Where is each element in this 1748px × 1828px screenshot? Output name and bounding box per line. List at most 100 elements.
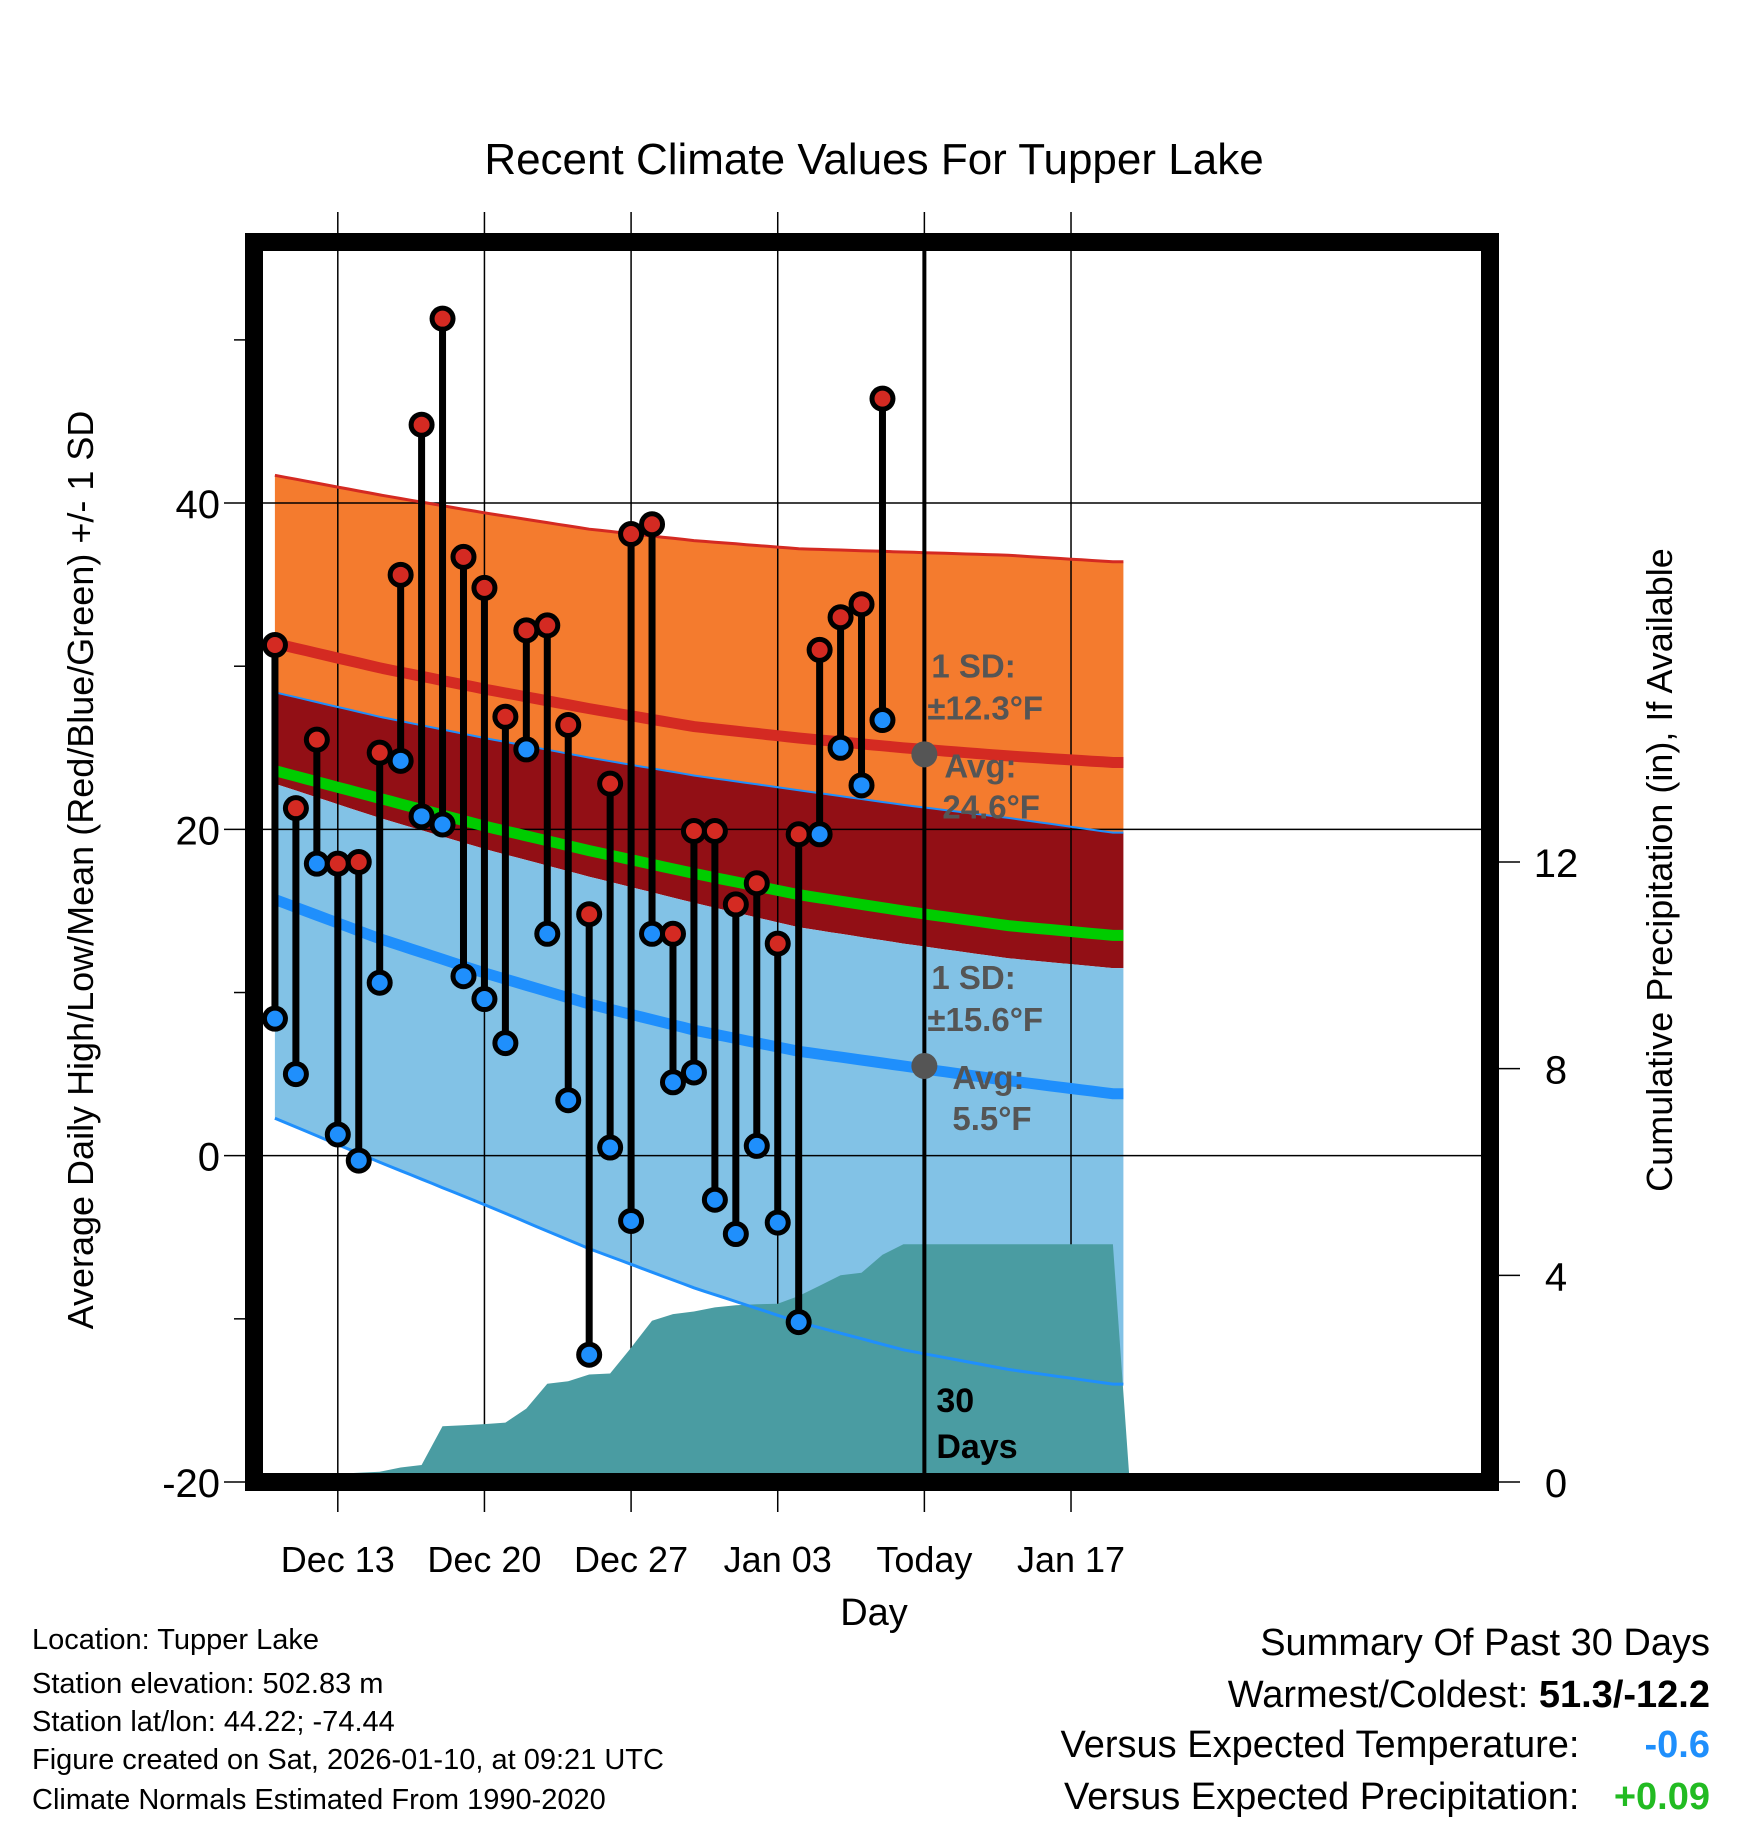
- days-label-word: Days: [936, 1428, 1017, 1466]
- daily-low-point: [659, 1069, 686, 1096]
- y-tick-label: 20: [176, 809, 221, 853]
- daily-low-point: [597, 1134, 624, 1161]
- y2-tick-label: 8: [1545, 1049, 1567, 1093]
- daily-low-point: [827, 734, 854, 761]
- daily-low-point: [345, 1147, 372, 1174]
- daily-high-point: [345, 849, 372, 875]
- daily-high-point: [555, 711, 582, 738]
- low-avg-value: 5.5°F: [952, 1100, 1031, 1137]
- daily-low-point: [261, 1005, 288, 1032]
- daily-low-point: [848, 772, 875, 799]
- daily-low-point: [492, 1030, 519, 1057]
- summary-warm-cold-label: Warmest/Coldest:: [1227, 1674, 1529, 1716]
- daily-low-point: [534, 920, 561, 947]
- daily-low-point: [680, 1059, 707, 1086]
- summary-warm-cold: Warmest/Coldest: 51.3/-12.2: [1228, 1676, 1710, 1714]
- daily-high-point: [869, 385, 896, 412]
- daily-high-point: [597, 770, 624, 797]
- daily-low-point: [806, 821, 833, 848]
- high-upper-line: [274, 473, 1124, 564]
- daily-low-point: [722, 1221, 749, 1247]
- daily-high-point: [680, 818, 707, 844]
- daily-low-point: [429, 811, 456, 838]
- y-tick-label: 0: [198, 1136, 220, 1180]
- daily-high-point: [429, 305, 456, 332]
- daily-low-point: [618, 1207, 645, 1234]
- normal-annotations: 1 SD: ±12.3°F Avg: 24.6°F 1 SD: ±15.6°F Avg: 5.…: [911, 647, 1043, 1137]
- x-axis-label: Day: [840, 1592, 908, 1634]
- daily-high-point: [324, 850, 351, 877]
- daily-low-point: [701, 1186, 728, 1213]
- high-avg-label: Avg:: [944, 747, 1016, 784]
- daily-observations: [261, 305, 896, 1368]
- daily-high-point: [848, 591, 875, 618]
- daily-low-point: [513, 736, 540, 763]
- daily-high-point: [450, 543, 477, 570]
- y2-tick-label: 0: [1545, 1462, 1567, 1506]
- daily-high-point: [785, 821, 812, 848]
- low-lower-line: [274, 1116, 1124, 1386]
- y-tick-label: 40: [176, 483, 221, 527]
- high-avg-value: 24.6°F: [942, 788, 1040, 825]
- daily-low-point: [639, 920, 666, 947]
- daily-low-point: [555, 1087, 582, 1114]
- daily-high-point: [743, 870, 770, 897]
- y2-axis-label: Cumulative Precipitation (in), If Availa…: [1639, 548, 1680, 1192]
- daily-high-point: [513, 617, 540, 644]
- daily-high-point: [764, 930, 791, 957]
- x-tick-label: Dec 13: [281, 1539, 395, 1580]
- y2-tick-label: 4: [1545, 1255, 1567, 1299]
- high-sd-value: ±12.3°F: [927, 689, 1043, 726]
- x-tick-label: Dec 20: [427, 1539, 541, 1580]
- info-latlon: Station lat/lon: 44.22; -74.44: [32, 1706, 395, 1738]
- normal-low-line: [272, 894, 1124, 1100]
- high-sd-label: 1 SD:: [931, 647, 1015, 684]
- daily-high-point: [471, 574, 498, 601]
- high-avg-marker: [911, 741, 938, 768]
- info-created: Figure created on Sat, 2026-01-10, at 09…: [32, 1744, 664, 1776]
- summary-temp-value: -0.6: [1644, 1724, 1710, 1766]
- daily-low-point: [366, 969, 393, 996]
- low-avg-label: Avg:: [952, 1059, 1024, 1096]
- x-tick-label: Dec 27: [574, 1539, 688, 1580]
- daily-high-point: [282, 795, 309, 822]
- daily-low-point: [743, 1132, 770, 1159]
- daily-high-point: [722, 891, 749, 918]
- daily-low-point: [408, 803, 435, 830]
- x-tick-label: Jan 03: [724, 1539, 832, 1580]
- daily-low-point: [450, 963, 477, 990]
- daily-high-point: [366, 739, 393, 766]
- daily-low-point: [324, 1121, 351, 1148]
- info-normals: Climate Normals Estimated From 1990-2020: [32, 1784, 606, 1816]
- summary-precip: Versus Expected Precipitation: +0.09: [1064, 1778, 1710, 1816]
- summary-precip-label: Versus Expected Precipitation:: [1064, 1776, 1580, 1818]
- daily-high-point: [534, 612, 561, 639]
- daily-high-point: [387, 561, 414, 588]
- daily-low-point: [869, 707, 896, 734]
- normal-high-line: [273, 638, 1124, 768]
- x-tick-label: Today: [876, 1539, 972, 1580]
- daily-low-point: [303, 850, 330, 877]
- daily-high-point: [639, 511, 666, 538]
- daily-high-point: [618, 521, 645, 548]
- summary-precip-value: +0.09: [1613, 1776, 1710, 1818]
- info-elevation: Station elevation: 502.83 m: [32, 1668, 384, 1700]
- daily-high-point: [492, 703, 519, 730]
- low-sd-label: 1 SD:: [931, 959, 1015, 996]
- plot-frame: [245, 233, 1499, 1491]
- gridlines: [254, 242, 1490, 1482]
- daily-low-point: [471, 986, 498, 1013]
- daily-low-point: [764, 1209, 791, 1236]
- summary-temp-label: Versus Expected Temperature:: [1060, 1724, 1580, 1766]
- summary-temp: Versus Expected Temperature: -0.6: [1061, 1726, 1710, 1764]
- daily-high-point: [576, 901, 603, 928]
- daily-high-point: [408, 411, 435, 438]
- summary-title: Summary Of Past 30 Days: [1260, 1622, 1710, 1664]
- daily-low-point: [785, 1309, 812, 1336]
- daily-high-point: [261, 632, 288, 658]
- y-axis-label: Average Daily High/Low/Mean (Red/Blue/Gr…: [60, 411, 101, 1330]
- info-location: Location: Tupper Lake: [32, 1624, 319, 1656]
- daily-high-point: [303, 726, 330, 753]
- summary-warm-cold-value: 51.3/-12.2: [1538, 1674, 1710, 1716]
